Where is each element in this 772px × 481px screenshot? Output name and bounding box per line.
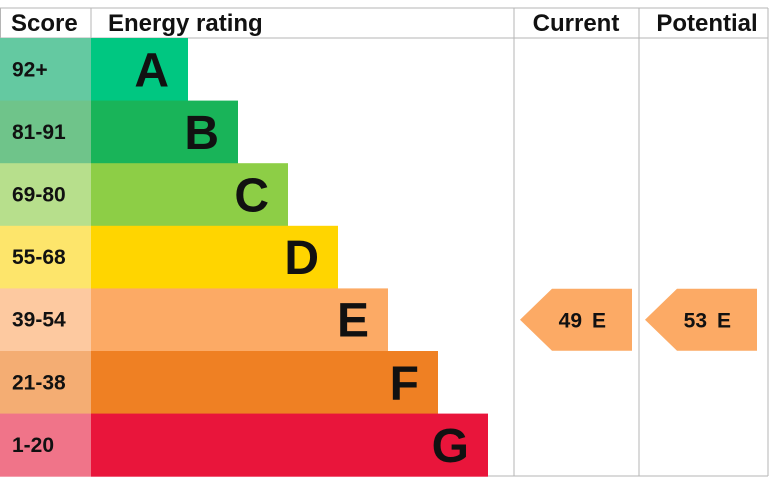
header-potential: Potential <box>656 10 757 37</box>
current-rating: 49 E <box>520 288 632 351</box>
band-letter: A <box>134 44 169 97</box>
band-letter: C <box>234 170 269 223</box>
band-g: 1-20 G <box>0 413 488 477</box>
band-letter: B <box>184 107 219 160</box>
band-score-cell <box>0 288 91 352</box>
potential-rating-letter: E <box>717 310 731 333</box>
potential-rating-arrow <box>645 288 757 351</box>
current-rating-score: 49 <box>559 310 582 333</box>
band-bar <box>91 100 238 164</box>
band-letter: E <box>337 295 369 348</box>
band-d: 55-68 D <box>0 225 338 289</box>
band-bar <box>91 351 438 415</box>
band-bar <box>91 288 388 352</box>
band-score-range: 81-91 <box>12 121 66 144</box>
band-score-range: 1-20 <box>12 434 54 457</box>
band-bar <box>91 163 288 227</box>
potential-rating: 53 E <box>645 288 757 351</box>
band-score-cell <box>0 38 91 102</box>
band-bar <box>91 413 488 477</box>
band-bar <box>91 225 338 289</box>
header-score: Score <box>11 10 78 37</box>
table-header: Score Energy rating Current Potential <box>11 10 758 37</box>
band-score-range: 69-80 <box>12 184 66 207</box>
band-c: 69-80 C <box>0 163 288 227</box>
band-score-cell <box>0 100 91 164</box>
rating-flags: 49 E 53 E <box>520 288 757 351</box>
header-current: Current <box>533 10 620 37</box>
band-letter: F <box>390 357 419 410</box>
band-a: 92+ A <box>0 38 188 102</box>
header-energy-rating: Energy rating <box>108 10 263 37</box>
rating-bands: 92+ A 81-91 B 69-80 C 55-68 D 39-54 E 21-38 F 1-20 G <box>0 38 488 477</box>
band-score-range: 92+ <box>12 58 48 81</box>
band-f: 21-38 F <box>0 351 438 415</box>
band-score-range: 21-38 <box>12 371 66 394</box>
band-score-cell <box>0 163 91 227</box>
band-score-range: 55-68 <box>12 246 66 269</box>
band-b: 81-91 B <box>0 100 238 164</box>
band-e: 39-54 E <box>0 288 388 352</box>
band-score-cell <box>0 413 91 477</box>
current-rating-letter: E <box>592 310 606 333</box>
potential-rating-score: 53 <box>684 310 707 333</box>
band-letter: D <box>284 232 319 285</box>
band-score-cell <box>0 225 91 289</box>
band-score-range: 39-54 <box>12 309 66 332</box>
band-score-cell <box>0 351 91 415</box>
band-letter: G <box>432 420 469 473</box>
band-bar <box>91 38 188 102</box>
current-rating-arrow <box>520 288 632 351</box>
